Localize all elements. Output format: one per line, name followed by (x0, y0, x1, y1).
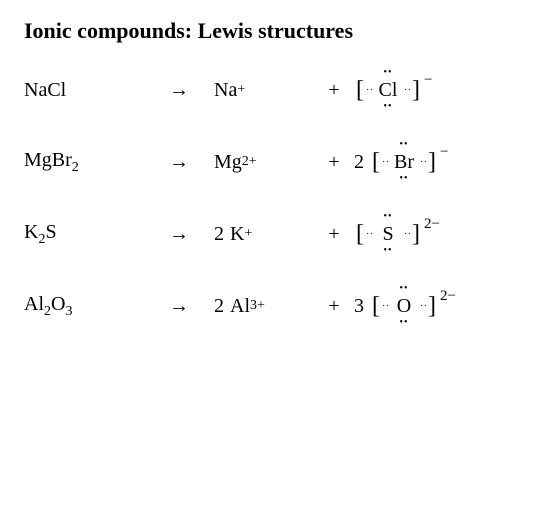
lewis-symbol: ••••::S (366, 220, 410, 248)
compound-formula: MgBr2 (24, 149, 144, 176)
lewis-bracketed: [••••::Cl]− (354, 76, 432, 104)
anion-charge: − (424, 72, 432, 89)
lone-pair-top: •• (399, 140, 408, 150)
lone-pair-right: : (418, 160, 428, 164)
lone-pair-left: : (364, 88, 374, 92)
lewis-symbol: ••••::O (382, 292, 426, 320)
cation: Na+ (214, 79, 314, 102)
element-symbol: S (382, 224, 393, 244)
arrow: → (144, 79, 214, 102)
lone-pair-top: •• (399, 284, 408, 294)
cation: 2Al3+ (214, 295, 314, 318)
lone-pair-top: •• (383, 212, 392, 222)
cation: 2K+ (214, 223, 314, 246)
lone-pair-right: : (418, 304, 428, 308)
element-symbol: Cl (379, 80, 398, 100)
lewis-symbol: ••••::Cl (366, 76, 410, 104)
equation-row: Al2O3→2Al3++3[••••::O]2− (24, 292, 536, 320)
plus-sign: + (314, 223, 354, 246)
lone-pair-right: : (402, 232, 412, 236)
plus-sign: + (314, 79, 354, 102)
lewis-bracketed: [••••::O]2− (370, 292, 456, 320)
compound-formula: K2S (24, 221, 144, 248)
anion: 3[••••::O]2− (354, 292, 536, 320)
anion-charge: 2− (424, 216, 440, 233)
lone-pair-bottom: •• (383, 246, 392, 256)
lone-pair-left: : (380, 160, 390, 164)
equation-row: K2S→2K++[••••::S]2− (24, 220, 536, 248)
arrow: → (144, 151, 214, 174)
anion: [••••::Cl]− (354, 76, 536, 104)
element-symbol: O (397, 296, 411, 316)
lone-pair-left: : (380, 304, 390, 308)
lewis-bracketed: [••••::S]2− (354, 220, 440, 248)
compound-formula: NaCl (24, 79, 144, 102)
lone-pair-bottom: •• (383, 102, 392, 112)
lone-pair-right: : (402, 88, 412, 92)
plus-sign: + (314, 151, 354, 174)
arrow: → (144, 295, 214, 318)
compound-formula: Al2O3 (24, 293, 144, 320)
anion: [••••::S]2− (354, 220, 536, 248)
lewis-symbol: ••••::Br (382, 148, 426, 176)
lone-pair-bottom: •• (399, 318, 408, 328)
page-title: Ionic compounds: Lewis structures (24, 18, 536, 44)
anion-charge: − (440, 144, 448, 161)
arrow: → (144, 223, 214, 246)
equation-list: NaCl→Na++[••••::Cl]−MgBr2→Mg2++2[••••::B… (24, 76, 536, 320)
lone-pair-left: : (364, 232, 374, 236)
anion-charge: 2− (440, 288, 456, 305)
cation: Mg2+ (214, 151, 314, 174)
equation-row: NaCl→Na++[••••::Cl]− (24, 76, 536, 104)
element-symbol: Br (394, 152, 414, 172)
lone-pair-top: •• (383, 68, 392, 78)
equation-row: MgBr2→Mg2++2[••••::Br]− (24, 148, 536, 176)
anion: 2[••••::Br]− (354, 148, 536, 176)
lewis-bracketed: [••••::Br]− (370, 148, 448, 176)
plus-sign: + (314, 295, 354, 318)
lone-pair-bottom: •• (399, 174, 408, 184)
